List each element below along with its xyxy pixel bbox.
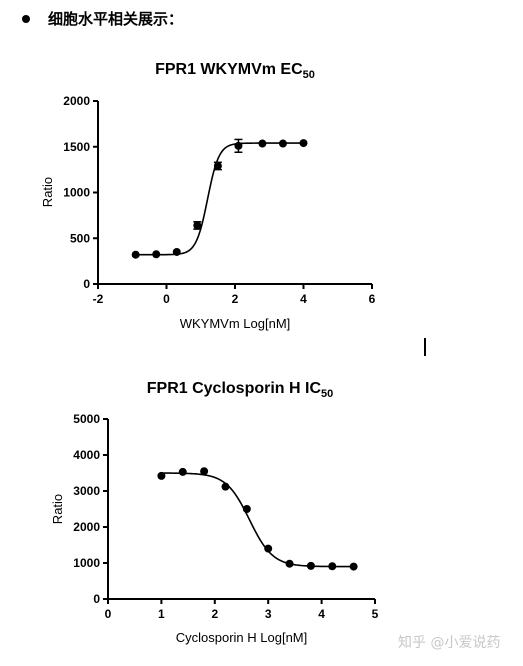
x-tick-label: 5 <box>372 607 379 621</box>
bullet-icon <box>22 14 30 23</box>
data-point <box>264 544 273 553</box>
y-tick-label: 2000 <box>73 520 100 534</box>
x-axis-label: WKYMVm Log[nM] <box>180 316 291 331</box>
data-point <box>285 559 294 568</box>
x-tick-label: 4 <box>300 292 307 306</box>
x-tick-label: -2 <box>93 292 104 306</box>
y-tick-label: 1000 <box>63 186 90 200</box>
fit-curve <box>161 472 354 568</box>
x-tick-label: 2 <box>211 607 218 621</box>
x-tick-label: 4 <box>318 607 325 621</box>
data-point <box>131 250 140 259</box>
watermark-text: 知乎 @小爱说药 <box>398 635 501 651</box>
y-tick-label: 0 <box>83 277 90 291</box>
chart-title: FPR1 WKYMVm EC50 <box>155 61 315 81</box>
data-point <box>306 561 315 570</box>
data-point <box>349 562 358 571</box>
data-point <box>157 471 166 480</box>
x-tick-label: 0 <box>105 607 112 621</box>
data-point <box>200 467 209 476</box>
y-tick-label: 2000 <box>63 94 90 108</box>
x-tick-label: 1 <box>158 607 165 621</box>
x-tick-label: 0 <box>163 292 170 306</box>
text-cursor <box>424 338 426 356</box>
header-text: 细胞水平相关展示： <box>48 10 184 28</box>
data-point <box>299 139 308 148</box>
data-point <box>193 221 202 230</box>
x-tick-label: 6 <box>369 292 376 306</box>
x-tick-label: 2 <box>232 292 239 306</box>
data-point <box>152 250 161 259</box>
data-point <box>242 505 251 513</box>
data-point <box>178 467 187 476</box>
y-axis-label: Ratio <box>50 494 65 524</box>
y-tick-label: 3000 <box>73 484 100 498</box>
y-tick-label: 0 <box>93 592 100 606</box>
x-tick-label: 3 <box>265 607 272 621</box>
data-point <box>234 141 243 150</box>
fit-curve <box>135 142 304 256</box>
x-axis-label: Cyclosporin H Log[nM] <box>176 630 308 645</box>
y-tick-label: 5000 <box>73 412 100 426</box>
data-point <box>221 482 230 491</box>
data-point <box>258 139 267 148</box>
data-point <box>213 161 222 170</box>
y-tick-label: 1500 <box>63 140 90 154</box>
data-point <box>172 247 181 256</box>
data-point <box>328 562 337 571</box>
chart-title: FPR1 Cyclosporin H IC50 <box>147 380 334 400</box>
y-axis-label: Ratio <box>40 177 55 207</box>
chart-title-subscript: 50 <box>303 69 315 81</box>
y-tick-label: 500 <box>70 231 90 245</box>
y-tick-label: 1000 <box>73 556 100 570</box>
ec50-chart: FPR1 WKYMVm EC50-2 0 2 4 60500100015002000WK… <box>40 61 376 331</box>
section-header: 细胞水平相关展示： <box>22 8 183 29</box>
data-point <box>278 139 287 148</box>
chart-title-subscript: 50 <box>321 388 333 400</box>
y-tick-label: 4000 <box>73 448 100 462</box>
